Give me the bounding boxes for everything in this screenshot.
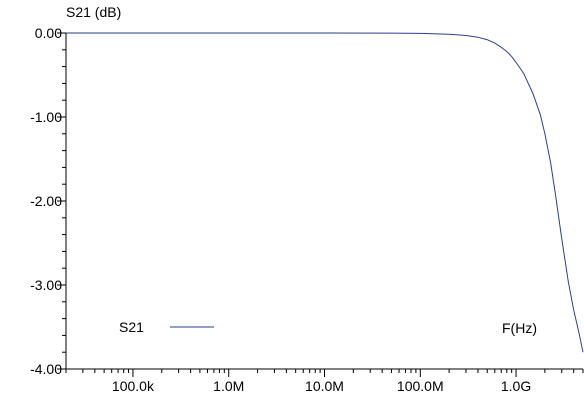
legend-label-s21: S21 (119, 319, 144, 335)
y-tick-label: -3.00 (30, 277, 62, 293)
x-tick-labels: 100.0k 1.0M 10.0M 100.0M 1.0G (112, 378, 531, 394)
y-tick-label: -4.00 (30, 361, 62, 377)
y-tick-label: -1.00 (30, 109, 62, 125)
x-axis-title: F(Hz) (502, 320, 537, 336)
x-tick-label: 100.0M (397, 378, 444, 394)
y-tick-label: 0.00 (35, 25, 62, 41)
y-tick-label: -2.00 (30, 193, 62, 209)
y-tick-labels: 0.00 -1.00 -2.00 -3.00 -4.00 (30, 25, 62, 377)
x-tick-label: 1.0G (501, 378, 531, 394)
x-tick-label: 10.0M (305, 378, 344, 394)
x-tick-label: 1.0M (213, 378, 244, 394)
axis-ticks (57, 32, 584, 377)
series-line-s21 (66, 32, 584, 353)
y-axis-title: S21 (dB) (66, 4, 121, 20)
x-tick-label: 100.0k (112, 378, 155, 394)
